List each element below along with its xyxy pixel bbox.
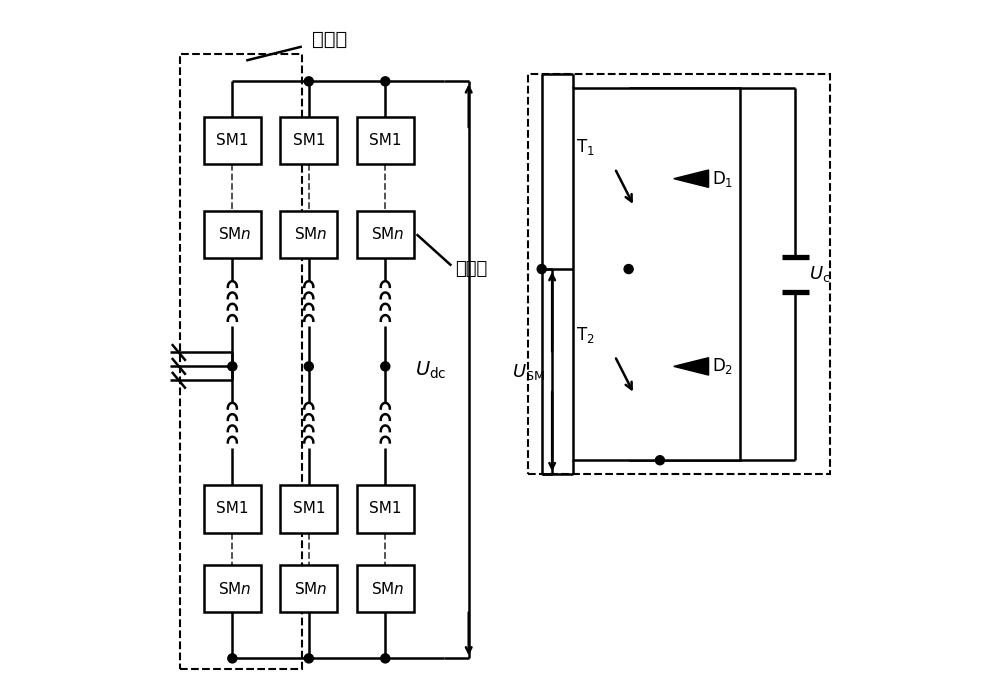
Text: D$_2$: D$_2$	[712, 357, 733, 376]
Text: SM1: SM1	[369, 133, 402, 148]
Text: SM1: SM1	[369, 501, 402, 517]
Text: SM$n$: SM$n$	[371, 581, 404, 597]
Text: T$_2$: T$_2$	[576, 325, 595, 345]
Bar	[528, 75, 830, 474]
Circle shape	[624, 265, 633, 274]
Bar	[280, 565, 337, 612]
Text: SM$n$: SM$n$	[294, 226, 328, 242]
Text: SM$n$: SM$n$	[218, 581, 251, 597]
Bar	[204, 117, 261, 164]
Text: T$_1$: T$_1$	[576, 138, 595, 157]
Text: SM1: SM1	[216, 501, 249, 517]
Bar	[357, 565, 414, 612]
Text: 相单元: 相单元	[312, 30, 347, 49]
Bar	[573, 88, 740, 460]
Text: 子模块: 子模块	[455, 260, 487, 278]
Bar	[204, 565, 261, 612]
Bar	[180, 54, 302, 669]
Text: D$_1$: D$_1$	[712, 169, 733, 188]
Circle shape	[655, 456, 664, 465]
Circle shape	[304, 654, 313, 663]
Circle shape	[381, 77, 390, 86]
Circle shape	[537, 265, 546, 274]
Text: SM$n$: SM$n$	[294, 581, 328, 597]
Text: SM1: SM1	[293, 501, 325, 517]
Circle shape	[228, 654, 237, 663]
Polygon shape	[674, 170, 709, 187]
Bar	[280, 211, 337, 258]
Text: SM$n$: SM$n$	[218, 226, 251, 242]
Circle shape	[304, 77, 313, 86]
Bar	[204, 211, 261, 258]
Bar	[357, 485, 414, 533]
Text: $U_{\mathrm{c}}$: $U_{\mathrm{c}}$	[809, 265, 831, 284]
Bar	[204, 485, 261, 533]
Bar	[280, 117, 337, 164]
Text: SM1: SM1	[293, 133, 325, 148]
Bar	[357, 211, 414, 258]
Bar	[280, 485, 337, 533]
Circle shape	[381, 362, 390, 371]
Text: $U_{\mathrm{SM}}$: $U_{\mathrm{SM}}$	[512, 362, 545, 382]
Circle shape	[304, 362, 313, 371]
Text: $U_{\mathrm{dc}}$: $U_{\mathrm{dc}}$	[415, 359, 446, 380]
Text: SM1: SM1	[216, 133, 249, 148]
Bar	[357, 117, 414, 164]
Circle shape	[381, 654, 390, 663]
Polygon shape	[674, 357, 709, 375]
Circle shape	[228, 362, 237, 371]
Text: SM$n$: SM$n$	[371, 226, 404, 242]
